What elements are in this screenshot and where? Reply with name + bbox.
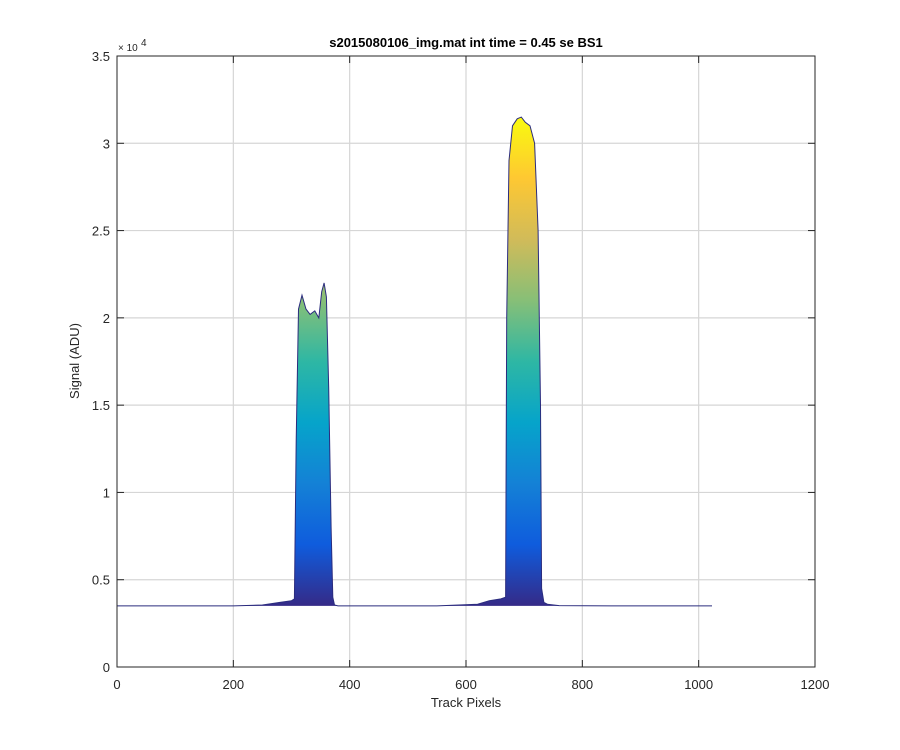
- plot-area: [117, 116, 712, 607]
- y-tick-label: 1: [103, 485, 110, 500]
- axis-ticks: 0 200 400 600 800 1000 1200 0 0.5 1 1.5 2 2.5 3 3.5: [92, 49, 830, 692]
- y-tick-label: 0: [103, 660, 110, 675]
- chart-title: s2015080106_img.mat int time = 0.45 se B…: [329, 35, 603, 50]
- x-tick-label: 800: [571, 677, 593, 692]
- x-tick-label: 0: [113, 677, 120, 692]
- x-tick-label: 1000: [684, 677, 713, 692]
- y-tick-label: 2: [103, 311, 110, 326]
- y-tick-label: 2.5: [92, 224, 110, 239]
- y-tick-label: 3.5: [92, 49, 110, 64]
- x-tick-label: 600: [455, 677, 477, 692]
- y-exponent-base: × 10: [118, 43, 138, 54]
- x-tick-label: 1200: [801, 677, 830, 692]
- y-tick-label: 1.5: [92, 398, 110, 413]
- y-exponent-power: 4: [141, 38, 147, 49]
- signal-line: [117, 116, 712, 607]
- grid-lines: [117, 56, 815, 667]
- y-tick-label: 3: [103, 136, 110, 151]
- y-tick-label: 0.5: [92, 573, 110, 588]
- x-tick-label: 400: [339, 677, 361, 692]
- x-axis-label: Track Pixels: [431, 695, 502, 710]
- x-tick-label: 200: [222, 677, 244, 692]
- y-axis-label: Signal (ADU): [67, 323, 82, 399]
- signal-area: [117, 117, 712, 606]
